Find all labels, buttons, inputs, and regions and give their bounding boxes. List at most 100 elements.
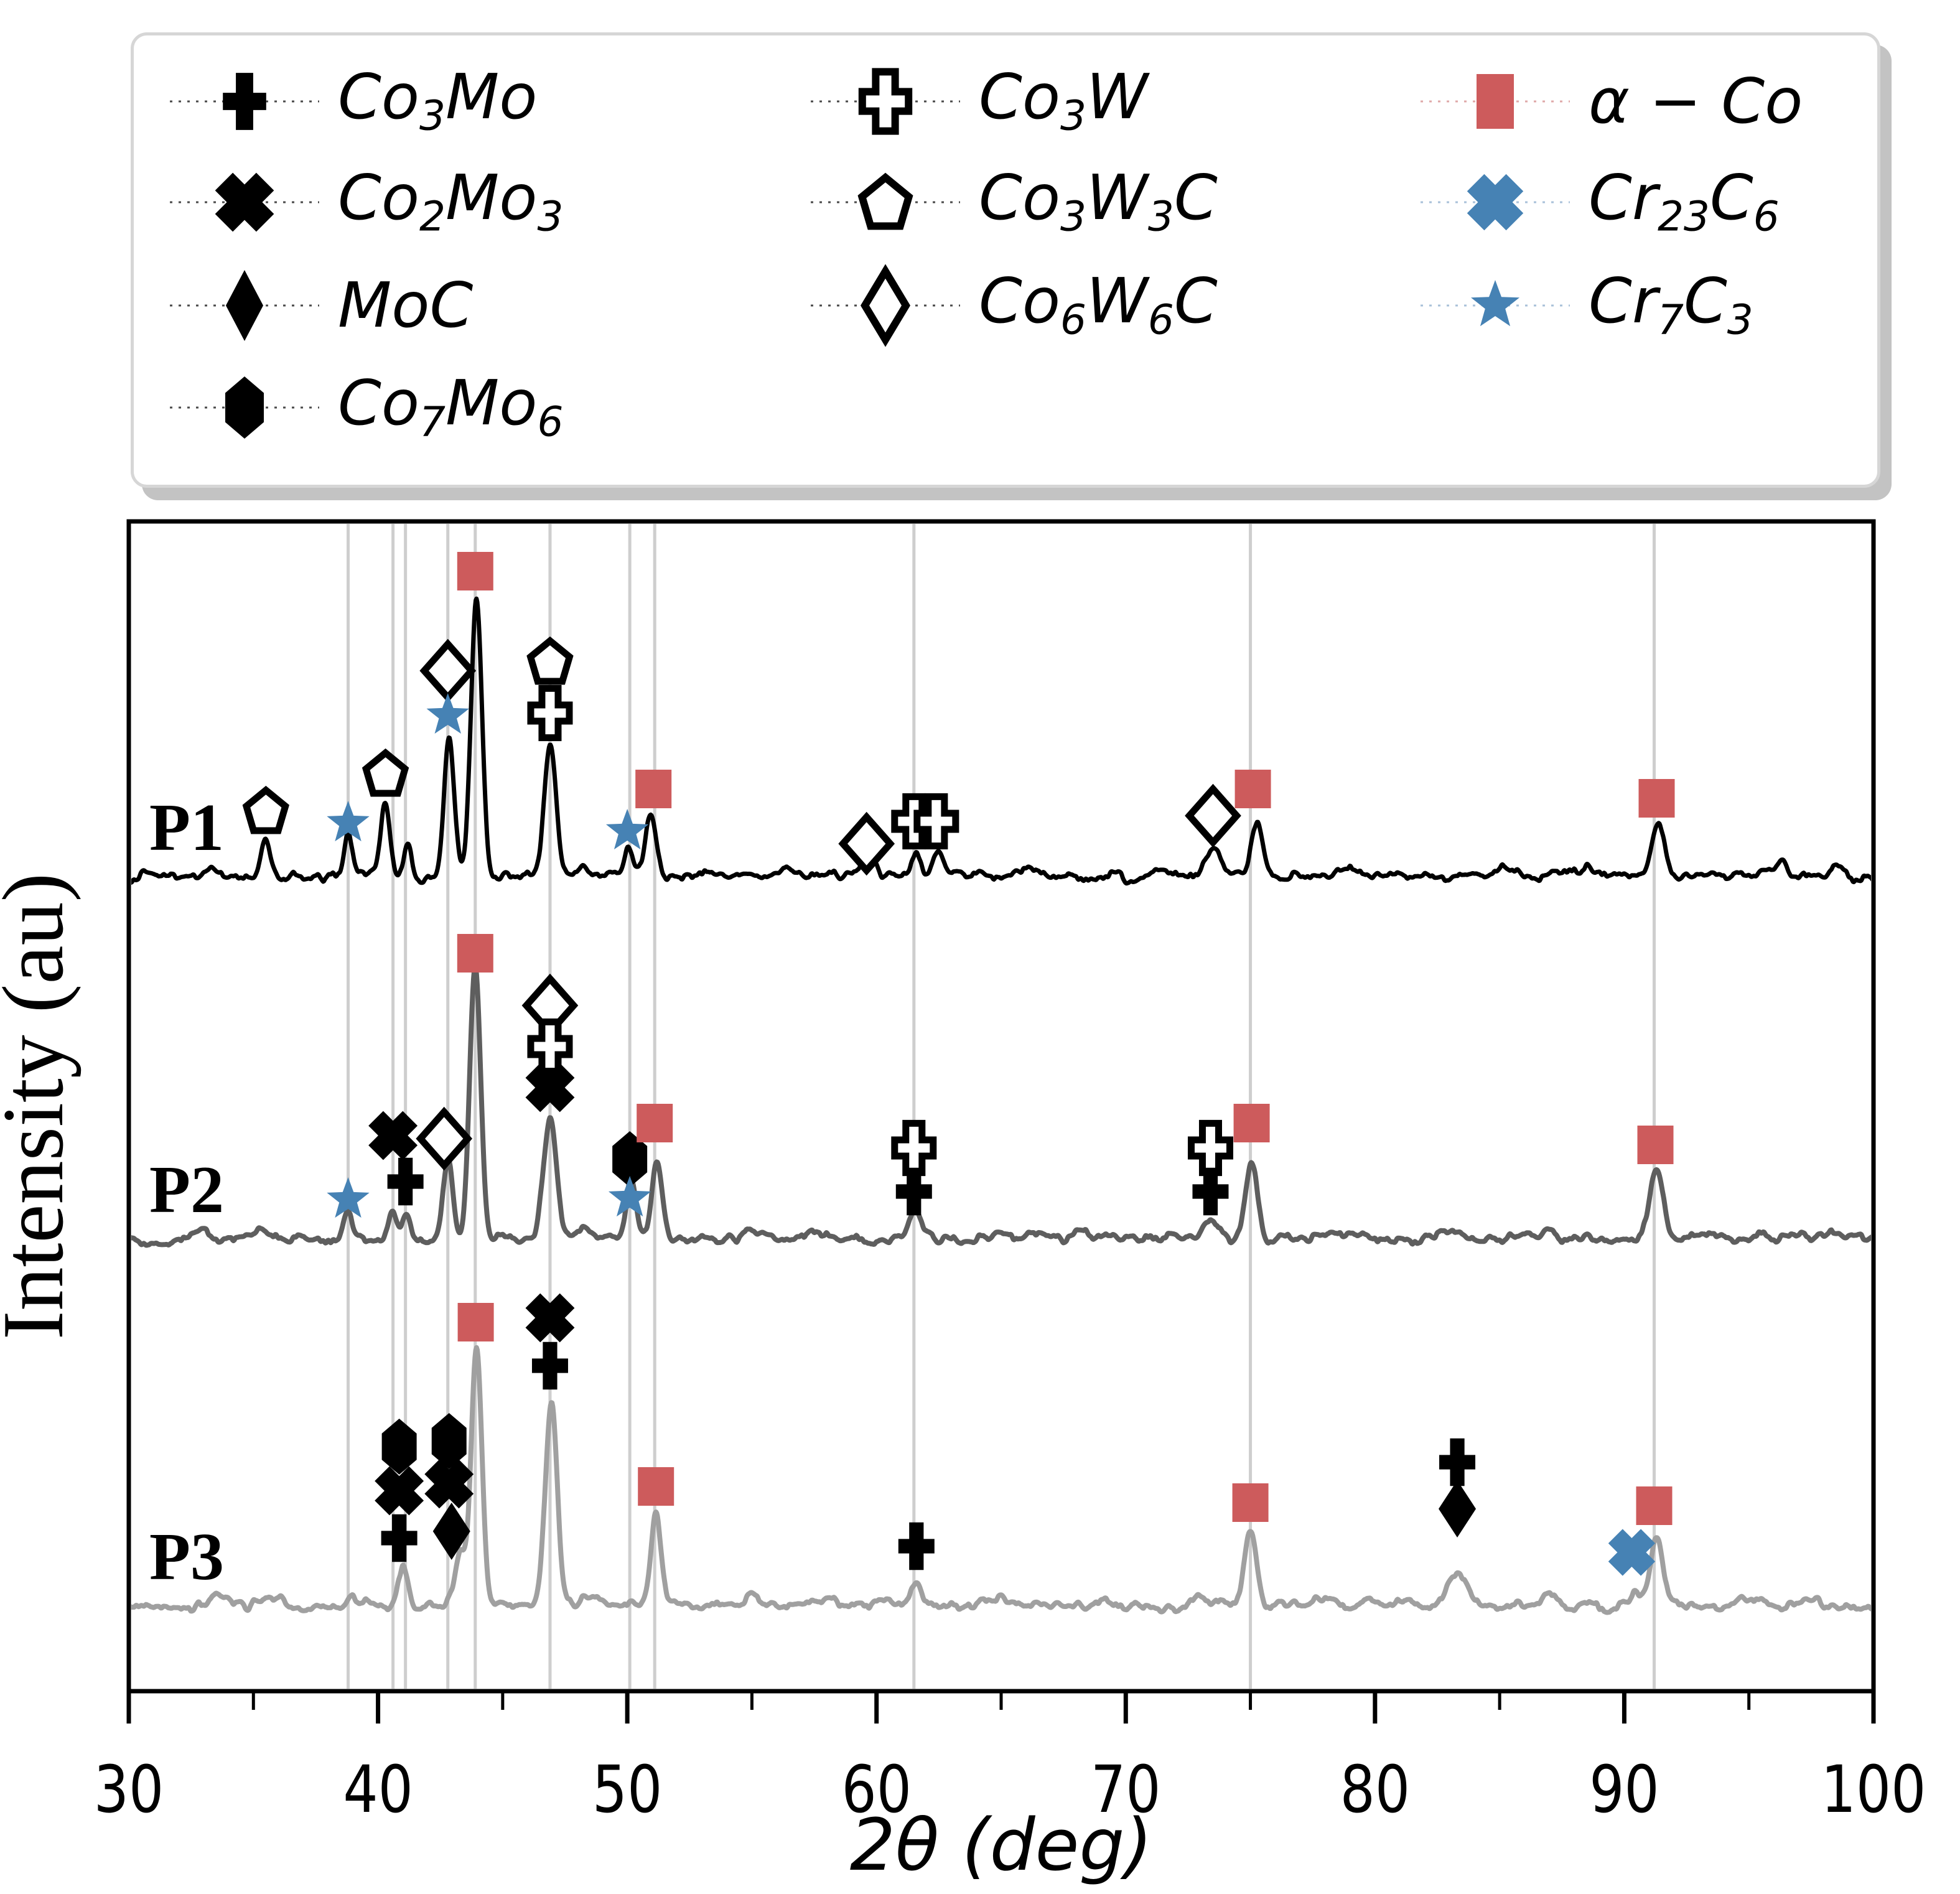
- filled-plus-icon: [531, 1341, 568, 1390]
- red-square-icon: [635, 770, 672, 808]
- x-tick-label: 90: [1589, 1752, 1659, 1827]
- legend-key-cr23c6: [1421, 174, 1570, 231]
- plot-frame: [126, 519, 1876, 1694]
- red-square-icon: [1233, 1104, 1270, 1142]
- trace-p3: [131, 1345, 1871, 1615]
- filled-hexagon-icon: [612, 1131, 648, 1187]
- legend-label-moc: MoC: [338, 269, 474, 342]
- open-plus-icon: [1187, 1119, 1233, 1177]
- x-tick-label: 100: [1821, 1752, 1926, 1827]
- red-square-icon: [1232, 1483, 1269, 1522]
- blue-x-icon: [1608, 1529, 1656, 1576]
- open-diamond-icon: [1185, 783, 1241, 848]
- x-tick-label: 50: [592, 1752, 662, 1827]
- red-square-icon: [638, 1467, 674, 1506]
- legend-item-alpha-co: α − Co: [1402, 58, 1803, 145]
- legend-item-co3w: Co3W: [792, 58, 1148, 145]
- blue-star-icon: [327, 1177, 370, 1218]
- open-plus-icon: [913, 793, 959, 850]
- filled-diamond-icon: [432, 1503, 470, 1560]
- open-diamond-icon: [861, 264, 910, 347]
- red-square-icon: [1638, 779, 1675, 818]
- trace-p1: [131, 596, 1871, 886]
- legend-key-moc: [170, 270, 319, 341]
- legend-key-co7mo6: [170, 376, 319, 439]
- open-pentagon-icon: [242, 785, 289, 834]
- blue-star-icon: [327, 801, 370, 842]
- open-diamond-icon: [838, 811, 895, 876]
- peak-markers: [242, 552, 1675, 1576]
- legend-label-co7mo6: Co7Mo6: [338, 366, 564, 446]
- legend-item-co2mo3: Co2Mo3: [151, 159, 563, 246]
- blue-star-icon: [426, 693, 469, 734]
- filled-hexagon-icon: [431, 1413, 467, 1469]
- xaxis-label: 2θ (deg): [850, 1804, 1153, 1887]
- legend-label-co2mo3: Co2Mo3: [338, 161, 564, 241]
- trace-p2: [131, 963, 1871, 1248]
- legend-label-co3w: Co3W: [979, 60, 1148, 140]
- filled-x-icon: [375, 1466, 424, 1516]
- filled-plus-icon: [898, 1522, 935, 1570]
- filled-plus-icon: [381, 1514, 418, 1562]
- open-pentagon-icon: [362, 748, 409, 797]
- legend-key-co3w: [811, 68, 960, 135]
- red-square-icon: [457, 1303, 494, 1341]
- x-tick-label: 70: [1091, 1752, 1160, 1827]
- filled-x-icon: [368, 1111, 418, 1160]
- legend-item-co3w3c: Co3W3C: [792, 159, 1218, 246]
- open-plus-icon: [527, 1018, 573, 1075]
- blue-star-icon: [608, 1176, 651, 1217]
- legend-key-cr7c3: [1421, 280, 1570, 327]
- blue-star-icon: [605, 809, 649, 850]
- legend-item-moc: MoC: [151, 262, 473, 349]
- x-tick-label: 80: [1340, 1752, 1410, 1827]
- red-square-icon: [457, 552, 493, 590]
- open-pentagon-icon: [526, 636, 574, 685]
- legend-key-co6w6c: [811, 264, 960, 347]
- legend-box: Co3Mo Co2Mo3 MoC Co7Mo6 Co3W Co3W3C Co6W6C α − …: [131, 32, 1880, 488]
- legend-label-co3mo: Co3Mo: [338, 60, 538, 140]
- filled-diamond-icon: [226, 270, 263, 341]
- legend-label-alpha-co: α − Co: [1589, 65, 1803, 138]
- series-label-p2: P2: [149, 1153, 224, 1227]
- series-label-p1: P1: [149, 791, 224, 865]
- filled-hexagon-icon: [225, 376, 264, 439]
- x-tick-label: 40: [343, 1752, 413, 1827]
- series-label-p3: P3: [149, 1520, 224, 1594]
- open-diamond-icon: [419, 638, 477, 703]
- filled-x-icon: [525, 1063, 575, 1113]
- x-axis-ticks: 30 40 50 60 70 80 90 100: [94, 1691, 1926, 1827]
- x-tick-label: 60: [841, 1752, 911, 1827]
- open-diamond-icon: [416, 1106, 473, 1171]
- filled-plus-icon: [1439, 1438, 1476, 1486]
- legend-label-cr23c6: Cr23C6: [1589, 161, 1780, 241]
- legend-key-co3w3c: [811, 172, 960, 230]
- red-square-icon: [1637, 1126, 1674, 1164]
- filled-plus-icon: [1192, 1167, 1229, 1216]
- filled-x-icon: [215, 172, 274, 232]
- red-square-icon: [1477, 74, 1514, 129]
- red-square-icon: [637, 1104, 673, 1142]
- filled-plus-icon: [223, 73, 266, 130]
- traces: [131, 596, 1871, 1615]
- filled-hexagon-icon: [381, 1419, 417, 1475]
- blue-star-icon: [1471, 280, 1519, 327]
- legend-item-co3mo: Co3Mo: [151, 58, 537, 145]
- yaxis-label: Intensity (au): [0, 873, 82, 1340]
- legend-item-co7mo6: Co7Mo6: [151, 364, 563, 451]
- legend-label-co6w6c: Co6W6C: [979, 264, 1218, 344]
- red-square-icon: [1636, 1486, 1673, 1525]
- x-tick-label: 30: [94, 1752, 164, 1827]
- legend-label-cr7c3: Cr7C3: [1589, 264, 1753, 344]
- red-square-icon: [457, 934, 493, 973]
- legend-key-alpha-co: [1421, 74, 1570, 129]
- filled-x-icon: [525, 1293, 575, 1343]
- open-plus-icon: [858, 68, 913, 135]
- filled-plus-icon: [895, 1167, 932, 1216]
- open-plus-icon: [527, 684, 573, 742]
- legend-item-cr23c6: Cr23C6: [1402, 159, 1780, 246]
- legend-item-co6w6c: Co6W6C: [792, 262, 1218, 349]
- legend-key-co3mo: [170, 73, 319, 130]
